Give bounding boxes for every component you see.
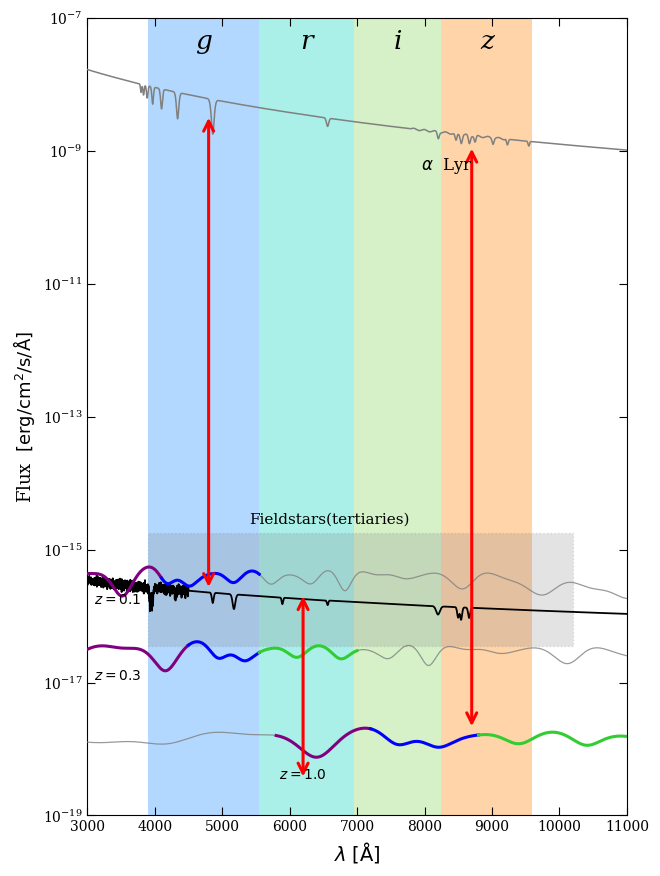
Text: r: r bbox=[300, 29, 313, 53]
Bar bbox=[148, 533, 573, 646]
Text: Fieldstars(tertiaries): Fieldstars(tertiaries) bbox=[249, 513, 410, 527]
X-axis label: $\lambda \; [\mathrm{\AA}]$: $\lambda \; [\mathrm{\AA}]$ bbox=[334, 840, 380, 865]
Bar bbox=[442, 18, 533, 816]
Text: $\alpha$  Lyr: $\alpha$ Lyr bbox=[421, 156, 473, 176]
Y-axis label: Flux  $[\mathrm{erg/cm^2/s/\AA}]$: Flux $[\mathrm{erg/cm^2/s/\AA}]$ bbox=[11, 331, 37, 503]
Bar bbox=[354, 18, 442, 816]
Text: $z=0.3$: $z=0.3$ bbox=[94, 669, 141, 683]
Text: i: i bbox=[393, 29, 402, 53]
Bar bbox=[148, 18, 259, 816]
Bar bbox=[259, 18, 354, 816]
Text: g: g bbox=[195, 29, 212, 53]
Text: $z=0.1$: $z=0.1$ bbox=[94, 593, 141, 607]
Text: z: z bbox=[480, 29, 494, 53]
Text: $z=1.0$: $z=1.0$ bbox=[279, 768, 327, 782]
